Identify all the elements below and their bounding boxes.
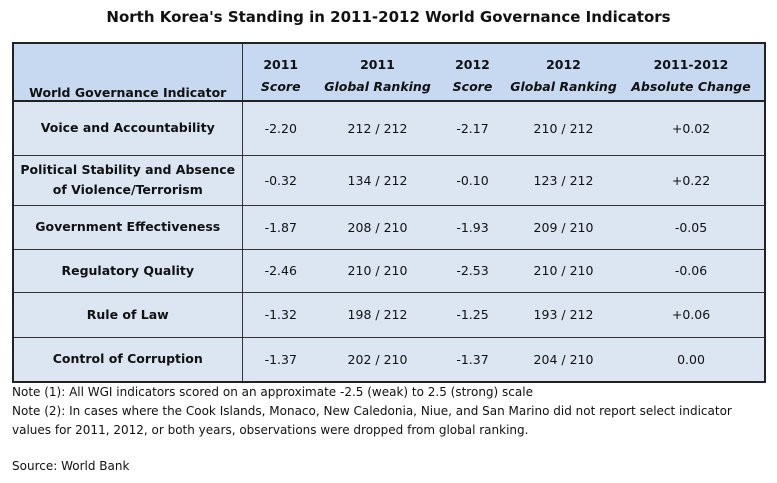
indicator-name: Rule of Law xyxy=(13,292,243,337)
table-row: Control of Corruption -1.37 202 / 210 -1.37… xyxy=(13,337,765,382)
table-cell: 202 / 210 xyxy=(347,351,408,367)
table-cell: 123 / 212 xyxy=(533,172,594,188)
source: Source: World Bank xyxy=(12,459,130,473)
header-year: 2012 xyxy=(546,57,581,72)
table-cell: 209 / 210 xyxy=(533,219,594,235)
table-row: Voice and Accountability -2.20 212 / 212 -2… xyxy=(13,101,765,155)
table-cell: -2.46 xyxy=(264,263,297,278)
header-year: 2011-2012 xyxy=(653,57,729,72)
table-cell: -2.17 xyxy=(456,120,489,136)
table-cell: -1.37 xyxy=(264,351,297,367)
indicator-name: Voice and Accountability xyxy=(13,101,243,155)
table-cell: -1.37 xyxy=(456,351,489,367)
table-cell: -1.93 xyxy=(456,219,489,235)
indicator-name: Political Stability and Absence of Viole… xyxy=(13,155,243,205)
table-cell: 210 / 212 xyxy=(533,120,594,136)
header-year: 2011 xyxy=(263,57,299,72)
table-title: North Korea's Standing in 2011-2012 Worl… xyxy=(106,8,671,26)
table-cell: +0.22 xyxy=(671,172,711,188)
note-2: Note (2): In cases where the Cook Island… xyxy=(12,404,732,437)
table-cell: +0.06 xyxy=(671,307,711,322)
header-label: Score xyxy=(260,78,301,94)
table-cell: -0.32 xyxy=(264,172,297,188)
table-cell: +0.02 xyxy=(671,120,711,136)
indicator-name: Regulatory Quality xyxy=(13,249,243,292)
table-cell: -2.53 xyxy=(456,263,489,278)
table-cell: -0.06 xyxy=(674,263,708,278)
indicator-name: Control of Corruption xyxy=(13,337,243,382)
table-cell: -0.05 xyxy=(674,219,708,235)
table-cell: 208 / 210 xyxy=(347,219,408,235)
note-1: Note (1): All WGI indicators scored on a… xyxy=(12,385,533,399)
table-cell: 212 / 212 xyxy=(347,120,408,136)
header-year: 2011 xyxy=(360,57,395,72)
table-row: Rule of Law -1.32 198 / 212 -1.25 193 / 212 +… xyxy=(13,292,765,337)
indicator-name: Government Effectiveness xyxy=(13,205,243,249)
table-cell: 210 / 210 xyxy=(533,263,594,278)
header-label: Global Ranking xyxy=(324,78,431,94)
header-label: Absolute Change xyxy=(631,78,751,94)
table-cell: 198 / 212 xyxy=(347,307,408,322)
table-cell: -1.87 xyxy=(264,219,297,235)
wgi-table: World Governance Indicator 2011 2011 201… xyxy=(12,42,766,383)
header-year: 2012 xyxy=(455,57,490,72)
header-indicator: World Governance Indicator xyxy=(13,43,243,101)
table-cell: 210 / 210 xyxy=(347,263,408,278)
table-cell: -1.25 xyxy=(456,307,489,322)
table-cell: 0.00 xyxy=(677,351,705,367)
table-cell: -0.10 xyxy=(456,172,489,188)
table-cell: -2.20 xyxy=(264,120,297,136)
notes: Note (1): All WGI indicators scored on a… xyxy=(12,383,772,440)
table-row: Political Stability and Absence of Viole… xyxy=(13,155,765,205)
header-label: Score xyxy=(452,78,493,94)
header-label: Global Ranking xyxy=(510,78,617,94)
table-cell: 134 / 212 xyxy=(347,172,408,188)
table-cell: 204 / 210 xyxy=(533,351,594,367)
table-row: Government Effectiveness -1.87 208 / 210 -1… xyxy=(13,205,765,249)
table-cell: -1.32 xyxy=(264,307,297,322)
table-row: Regulatory Quality -2.46 210 / 210 -2.53 210… xyxy=(13,249,765,292)
table-cell: 193 / 212 xyxy=(533,307,594,322)
